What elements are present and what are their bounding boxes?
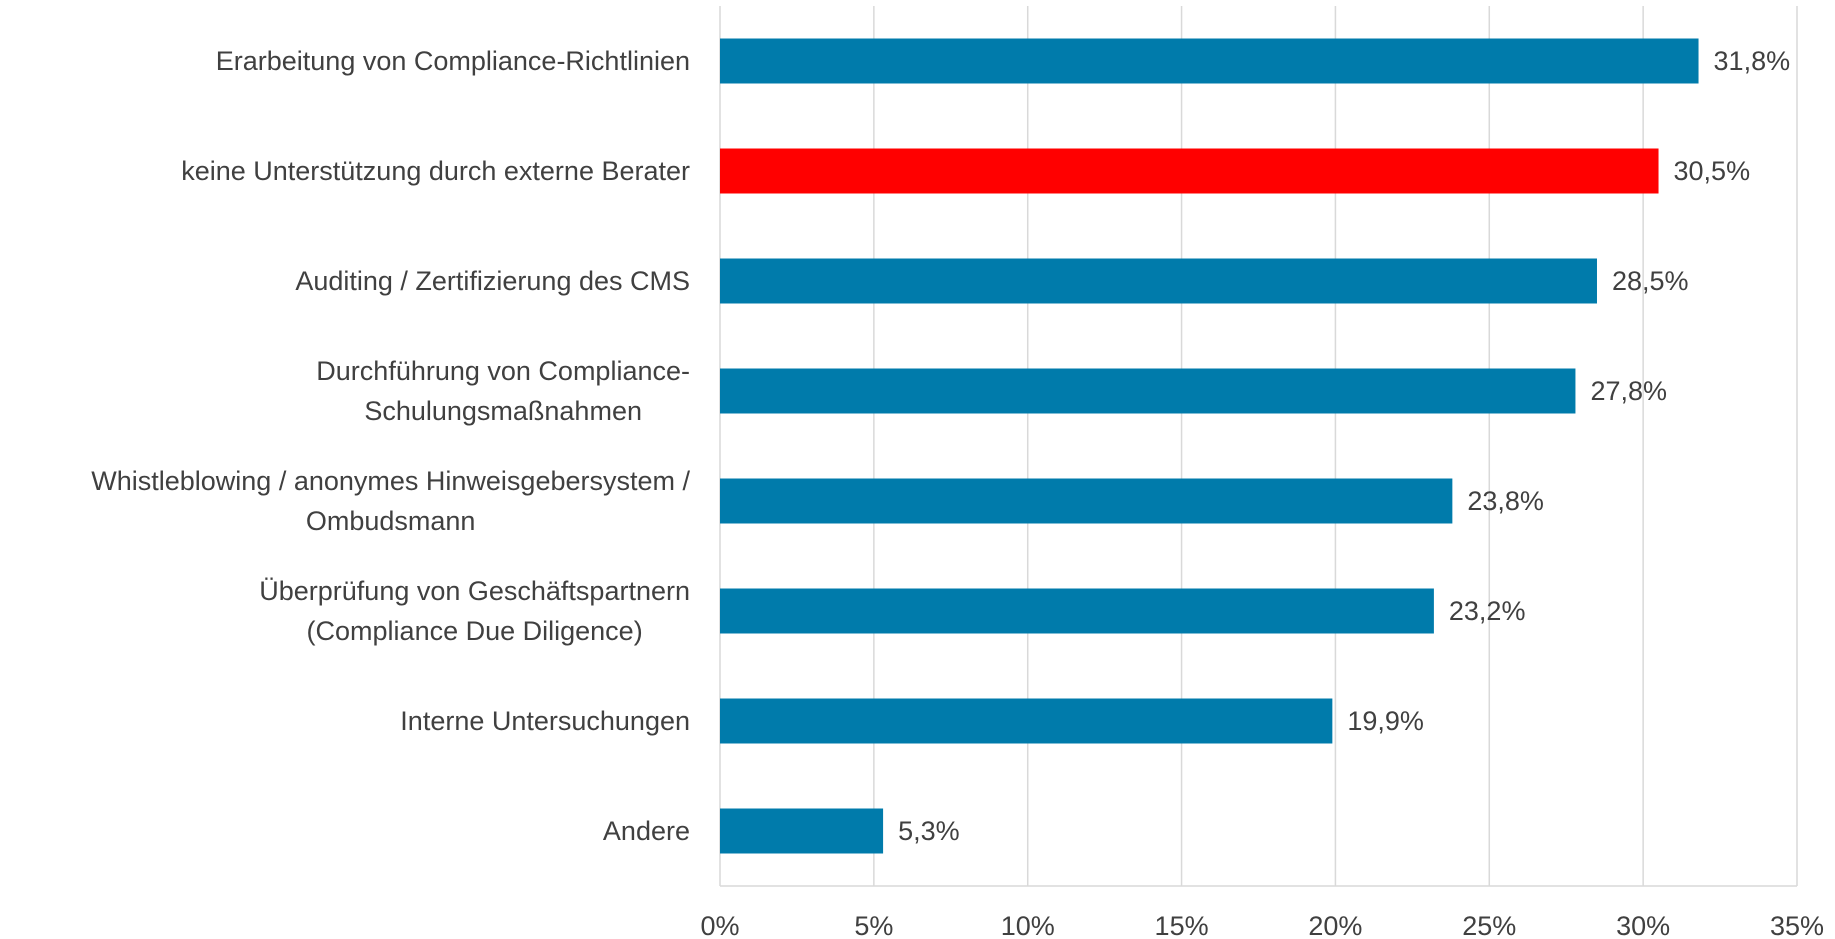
y-tick-label: Auditing / Zertifizierung des CMS (295, 266, 690, 296)
x-tick-label: 30% (1616, 911, 1670, 939)
bar (720, 38, 1699, 84)
bar (720, 478, 1453, 524)
x-tick-label: 5% (854, 911, 893, 939)
y-tick-label: keine Unterstützung durch externe Berate… (181, 156, 690, 186)
y-tick-label: Whistleblowing / anonymes Hinweisgebersy… (91, 466, 690, 536)
data-label: 28,5% (1612, 266, 1689, 296)
x-tick-label: 25% (1462, 911, 1516, 939)
x-tick-label: 35% (1770, 911, 1824, 939)
bar (720, 808, 884, 854)
bar (720, 258, 1597, 304)
category-label-box: Interne Untersuchungen (0, 676, 690, 766)
data-label: 19,9% (1347, 706, 1424, 736)
bar (720, 148, 1659, 194)
data-label: 23,2% (1449, 596, 1526, 626)
data-label: 30,5% (1674, 156, 1751, 186)
data-label: 5,3% (898, 816, 960, 846)
x-tick-label: 15% (1155, 911, 1209, 939)
bar (720, 368, 1576, 414)
data-label: 23,8% (1467, 486, 1544, 516)
category-label-box: Andere (0, 786, 690, 876)
x-tick-label: 10% (1001, 911, 1055, 939)
y-tick-label: Interne Untersuchungen (400, 706, 690, 736)
category-label-box: Whistleblowing / anonymes Hinweisgebersy… (0, 456, 690, 546)
y-tick-label: Erarbeitung von Compliance-Richtlinien (215, 46, 690, 76)
x-tick-label: 0% (700, 911, 739, 939)
y-tick-label: Durchführung von Compliance- Schulungsma… (316, 356, 690, 426)
category-label-box: Erarbeitung von Compliance-Richtlinien (0, 16, 690, 106)
y-tick-label: Andere (602, 816, 690, 846)
data-label: 27,8% (1590, 376, 1667, 406)
bar (720, 698, 1333, 744)
category-label-box: keine Unterstützung durch externe Berate… (0, 126, 690, 216)
data-label: 31,8% (1714, 46, 1791, 76)
bar (720, 588, 1434, 634)
y-tick-label: Überprüfung von Geschäftspartnern (Compl… (259, 576, 690, 646)
category-label-box: Durchführung von Compliance- Schulungsma… (0, 346, 690, 436)
category-label-box: Auditing / Zertifizierung des CMS (0, 236, 690, 326)
x-tick-label: 20% (1308, 911, 1362, 939)
category-label-box: Überprüfung von Geschäftspartnern (Compl… (0, 566, 690, 656)
